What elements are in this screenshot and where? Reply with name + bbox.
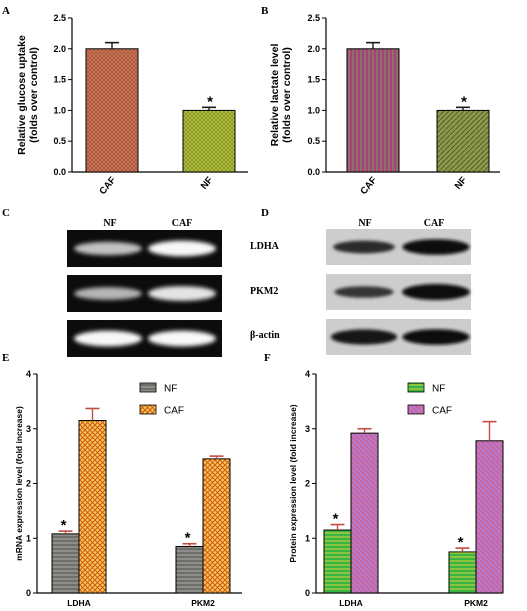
bar-caf (346, 48, 400, 173)
gel-band (148, 330, 216, 347)
blot-row-label-actin: β-actin (250, 330, 280, 341)
y-tick-label: 4 (26, 369, 31, 379)
y-tick-label: 0.0 (307, 167, 320, 177)
y-axis-label: mRNA expression level (fold increase) (14, 406, 24, 561)
gel-band (148, 286, 216, 301)
y-tick-label: 2.5 (307, 13, 320, 23)
y-tick-label: 3 (26, 424, 31, 434)
legend-label-nf: NF (432, 384, 445, 395)
y-tick-label: 0.5 (307, 136, 320, 146)
blot-row-label-ldha: LDHA (250, 241, 280, 252)
gel-band (74, 287, 142, 300)
legend-label-nf: NF (164, 384, 177, 395)
blot-band (402, 329, 470, 345)
legend-swatch-caf (407, 404, 425, 415)
legend-label-caf: CAF (164, 406, 184, 417)
y-tick-label: 0 (305, 588, 310, 598)
gel-panel-c: NF CAF (67, 218, 222, 357)
blot-band (334, 286, 394, 298)
y-tick-label: 1 (26, 533, 31, 543)
gel-lane-label-nf: NF (103, 218, 116, 229)
y-tick-label: 1.5 (53, 75, 66, 85)
significance-marker: * (185, 530, 191, 547)
x-category-label: LDHA (339, 598, 363, 608)
y-tick-label: 2.0 (307, 44, 320, 54)
significance-marker: * (458, 534, 464, 551)
blot-band (330, 329, 398, 345)
x-category-label: LDHA (67, 598, 91, 608)
x-category-label: PKM2 (464, 598, 488, 608)
y-tick-label: 1 (305, 533, 310, 543)
y-tick-label: 2.0 (53, 44, 66, 54)
significance-marker: * (61, 517, 67, 534)
bar-nf-pkm2 (448, 551, 477, 594)
blot-lane-label-caf: CAF (424, 218, 445, 229)
y-tick-label: 2 (26, 479, 31, 489)
x-category-label: CAF (358, 175, 379, 197)
y-axis-label: Relative glucose uptake(folds over contr… (16, 35, 40, 155)
bar-caf-ldha (350, 432, 379, 594)
y-tick-label: 0.0 (53, 167, 66, 177)
legend-label-caf: CAF (432, 406, 452, 417)
y-tick-label: 0 (26, 588, 31, 598)
panel-letter-b: B (261, 5, 269, 17)
blot-row-label-pkm2: PKM2 (250, 286, 278, 297)
bar-caf (85, 48, 139, 173)
gel-band (74, 330, 142, 347)
bar-nf-ldha (323, 529, 352, 594)
blot-panel-d: NF CAF LDHA PKM2 β-actin (250, 218, 471, 355)
chart-glucose-uptake: 0.0 0.5 1.0 1.5 2.0 2.5 Relative glucose uptak… (16, 13, 248, 197)
y-tick-label: 1.5 (307, 75, 320, 85)
bar-caf-ldha (78, 420, 107, 594)
y-axis-label: Protein expression level (fold increase) (288, 404, 298, 562)
significance-marker: * (207, 93, 213, 110)
chart-lactate-level: 0.0 0.5 1.0 1.5 2.0 2.5 Relative lactate level… (269, 13, 500, 197)
y-tick-label: 2.5 (53, 13, 66, 23)
blot-band (402, 284, 470, 300)
panel-letter-a: A (2, 5, 10, 17)
x-category-label: CAF (97, 175, 118, 197)
y-tick-label: 2 (305, 479, 310, 489)
panel-letter-e: E (2, 352, 9, 364)
x-category-label: PKM2 (191, 598, 215, 608)
legend-swatch-nf (139, 382, 157, 393)
chart-mrna-expression: 0 1 2 3 4 mRNA expression level (fold increas… (14, 369, 242, 608)
gel-band (148, 240, 216, 257)
x-category-label: NF (453, 175, 470, 192)
x-category-label: NF (199, 175, 216, 192)
gel-lane-label-caf: CAF (172, 218, 193, 229)
significance-marker: * (461, 93, 467, 110)
y-tick-label: 1.0 (307, 105, 320, 115)
gel-band (74, 241, 142, 256)
panel-letter-f: F (264, 352, 271, 364)
panel-letter-c: C (2, 207, 10, 219)
legend-swatch-caf (139, 404, 157, 415)
blot-lane-label-nf: NF (358, 218, 371, 229)
bar-caf-pkm2 (475, 440, 504, 594)
bar-nf (436, 109, 490, 173)
bar-caf-pkm2 (202, 458, 231, 594)
bar-nf-pkm2 (175, 545, 204, 594)
y-tick-label: 1.0 (53, 105, 66, 115)
chart-protein-expression: 0 1 2 3 4 Protein expression level (fold incr… (288, 369, 504, 608)
y-tick-label: 4 (305, 369, 310, 379)
blot-band (402, 239, 470, 255)
y-axis-label: Relative lactate level(folds over contro… (269, 44, 293, 147)
y-tick-label: 3 (305, 424, 310, 434)
significance-marker: * (333, 511, 339, 528)
y-tick-label: 0.5 (53, 136, 66, 146)
legend-swatch-nf (407, 382, 425, 393)
panel-letter-d: D (261, 207, 269, 219)
bar-nf-ldha (51, 533, 80, 594)
blot-band (333, 240, 395, 254)
bar-nf (182, 109, 236, 173)
